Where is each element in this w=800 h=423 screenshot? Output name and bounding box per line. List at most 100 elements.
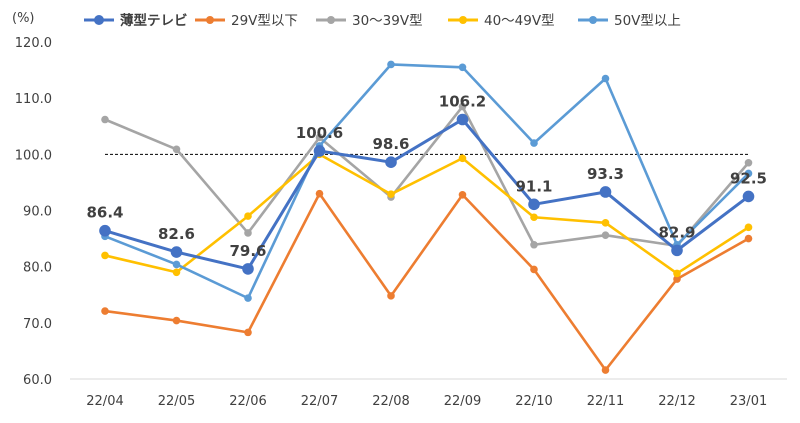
data-point — [315, 133, 324, 142]
data-point — [387, 190, 395, 199]
y-tick-label: 110.0 — [15, 92, 52, 107]
data-point — [744, 234, 753, 243]
x-tick-label: 22/06 — [229, 394, 266, 409]
legend-label: 50V型以上 — [614, 13, 681, 29]
data-point — [458, 63, 467, 72]
y-axis-ticks: 60.0 70.0 80.0 90.0 100.0 110.0 120.0 — [15, 36, 52, 388]
data-label: 86.4 — [86, 204, 123, 222]
data-point — [172, 260, 181, 269]
data-point — [601, 366, 610, 374]
data-point — [170, 246, 183, 258]
data-point — [742, 190, 755, 203]
x-tick-label: 22/08 — [372, 394, 409, 409]
data-point — [172, 268, 181, 277]
data-point — [456, 113, 469, 126]
data-label: 91.1 — [515, 177, 552, 195]
data-label: 79.6 — [229, 242, 266, 260]
legend-item: 30～39V型 — [316, 13, 423, 29]
series-50V型以上 — [101, 60, 753, 302]
y-tick-label: 60.0 — [23, 373, 52, 388]
legend-label: 40～49V型 — [484, 13, 555, 29]
data-point — [601, 231, 610, 240]
x-tick-label: 22/07 — [301, 394, 338, 409]
data-point — [387, 60, 395, 69]
data-point — [244, 212, 252, 220]
series-薄型テレビ — [99, 113, 755, 275]
series-layer — [99, 60, 755, 374]
data-point — [313, 145, 326, 157]
data-point — [458, 102, 467, 111]
data-label: 92.5 — [730, 169, 767, 187]
data-point — [599, 186, 612, 198]
data-label: 93.3 — [587, 165, 624, 183]
data-point — [242, 263, 254, 275]
legend-label: 薄型テレビ — [120, 12, 188, 29]
x-tick-label: 23/01 — [730, 394, 767, 409]
data-point — [530, 265, 538, 274]
data-point — [244, 328, 252, 337]
legend-marker — [589, 16, 597, 24]
series-line — [104, 153, 750, 275]
series-line — [104, 118, 750, 271]
data-point — [458, 190, 467, 199]
data-point — [744, 223, 753, 232]
data-point — [744, 169, 753, 178]
series-line — [104, 63, 750, 300]
x-tick-label: 22/05 — [158, 394, 195, 409]
y-axis-unit: (%) — [12, 11, 35, 26]
data-point — [172, 316, 181, 325]
legend-marker — [327, 16, 335, 24]
y-tick-label: 80.0 — [23, 261, 52, 276]
legend-label: 29V型以下 — [231, 13, 298, 29]
data-label: 82.6 — [158, 225, 195, 243]
data-point — [528, 198, 540, 211]
legend-item: 薄型テレビ — [84, 12, 188, 29]
data-point — [101, 251, 109, 260]
legend-item: 40～49V型 — [448, 13, 555, 29]
y-tick-label: 90.0 — [23, 205, 52, 220]
data-label: 82.9 — [658, 223, 695, 241]
data-point — [601, 74, 610, 83]
x-tick-label: 22/04 — [86, 394, 123, 409]
data-point — [172, 145, 181, 154]
data-label: 100.6 — [296, 124, 343, 142]
data-point — [101, 307, 109, 315]
legend-label: 30～39V型 — [352, 13, 423, 29]
data-labels: 86.4 82.6 79.6 100.6 98.6 106.2 91.1 93.3 82.9 92… — [86, 93, 767, 260]
y-tick-label: 100.0 — [15, 148, 52, 163]
data-point — [99, 224, 111, 237]
data-point — [530, 240, 538, 249]
data-point — [673, 275, 681, 283]
x-axis-ticks: 22/04 22/05 22/06 22/07 22/08 22/09 22/10 22/11… — [86, 394, 767, 409]
data-label: 106.2 — [439, 93, 486, 111]
data-point — [244, 229, 252, 237]
y-tick-label: 70.0 — [23, 317, 52, 332]
x-tick-label: 22/12 — [658, 394, 695, 409]
data-point — [387, 292, 395, 300]
data-point — [315, 189, 324, 198]
data-point — [744, 158, 753, 167]
series-line — [104, 192, 750, 372]
series-29V型以下 — [101, 189, 753, 374]
series-40～49V型 — [101, 150, 753, 278]
y-tick-label: 120.0 — [15, 36, 52, 51]
x-tick-label: 22/11 — [587, 394, 624, 409]
data-point — [601, 219, 610, 227]
data-point — [671, 244, 683, 257]
legend-item: 50V型以上 — [578, 13, 681, 29]
data-point — [101, 115, 109, 124]
data-point — [673, 269, 681, 278]
legend-marker — [206, 16, 214, 24]
data-point — [458, 154, 467, 163]
legend-marker — [94, 15, 104, 25]
legend-marker — [459, 16, 467, 24]
x-tick-label: 22/10 — [515, 394, 552, 409]
data-point — [530, 213, 538, 222]
x-tick-label: 22/09 — [444, 394, 481, 409]
data-point — [530, 139, 538, 147]
data-point — [244, 294, 252, 302]
legend-item: 29V型以下 — [195, 13, 298, 29]
legend: 薄型テレビ 29V型以下 30～39V型 40～49V型 50V型以上 — [84, 12, 681, 29]
